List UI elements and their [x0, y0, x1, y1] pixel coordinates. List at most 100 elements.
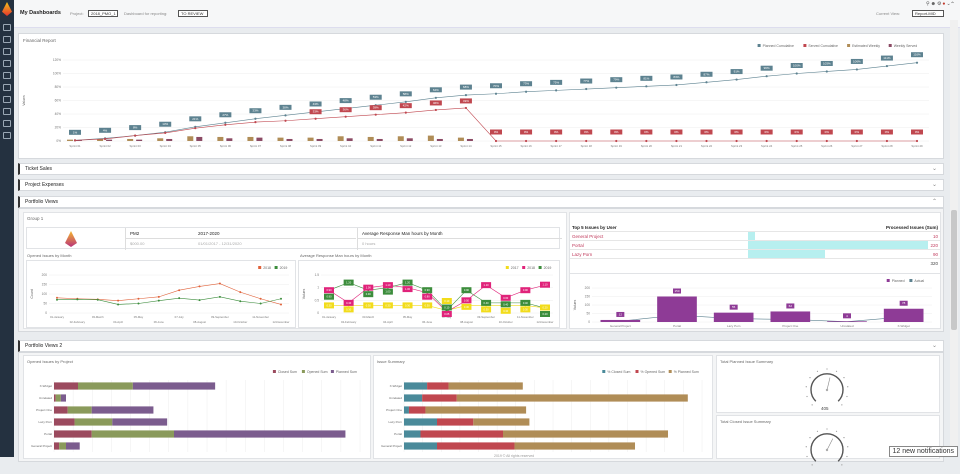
- x-tick-label: Sprint 29: [911, 144, 923, 148]
- bar-segment: [54, 430, 92, 438]
- calendar-icon[interactable]: [3, 108, 11, 115]
- dashboard-label: Dashboard for reporting:: [124, 11, 168, 16]
- point: [73, 139, 77, 142]
- y-axis-label: Values: [573, 300, 577, 311]
- x-tick-label: Sprint 24: [761, 144, 773, 148]
- dashboard-select[interactable]: TO REVIEW: [178, 10, 208, 17]
- chevron-down-icon[interactable]: ⌄: [931, 166, 937, 172]
- data-label: 64%: [433, 88, 439, 92]
- financial-chart: 0% 20% 40% 60% 80% 100% 120% Values Weekly Serve…: [22, 44, 929, 148]
- x-tick-label: X-Widget: [897, 324, 910, 328]
- search-icon[interactable]: ⚲: [926, 1, 931, 7]
- opened-issues-title: Opened Issues by Month: [27, 253, 72, 258]
- section-portfolio-views-2[interactable]: Portfolio Views 2 ⌄: [18, 340, 944, 352]
- point: [735, 139, 738, 143]
- data-label-bg: [790, 129, 803, 135]
- point: [494, 92, 498, 95]
- avatar-icon[interactable]: ●: [942, 1, 947, 7]
- chevron-up-icon[interactable]: ⌃: [931, 199, 937, 205]
- x-tick-label: Sprint 04: [160, 144, 172, 148]
- user-name[interactable]: Lazy Porn: [572, 252, 593, 257]
- legend-swatch: [274, 266, 278, 269]
- page-scrollbar[interactable]: [950, 20, 958, 457]
- bar-segment: [427, 382, 449, 390]
- data-label-bg: [459, 98, 472, 104]
- bar-segment: [404, 418, 438, 426]
- y-tick-label: 150: [42, 283, 48, 287]
- current-view-select[interactable]: Report-MID: [912, 10, 944, 17]
- legend-swatch: [301, 370, 305, 373]
- table-row[interactable]: Lazy Porn 90: [570, 250, 940, 259]
- response-title: Average Response Man hours by Month: [300, 253, 372, 258]
- section-project-expenses[interactable]: Project Expenses ⌄: [18, 179, 944, 191]
- bar-segment: [54, 418, 75, 426]
- x-tick-label: 08-August: [193, 320, 206, 324]
- x-tick-label: 03-March: [92, 315, 104, 319]
- gauge-tick: [811, 464, 813, 466]
- list-icon[interactable]: [3, 84, 11, 91]
- chart-icon[interactable]: [3, 60, 11, 67]
- point: [239, 300, 242, 303]
- gauge-tick: [841, 404, 843, 406]
- x-tick-label: Sprint 13: [430, 144, 442, 148]
- bar-weekly: [286, 138, 293, 141]
- point: [218, 295, 221, 298]
- section-portfolio-views[interactable]: Portfolio Views ⌃: [18, 196, 944, 208]
- grid-icon[interactable]: [3, 48, 11, 55]
- gauge-hub: [825, 448, 829, 452]
- data-label: 0.10: [444, 306, 450, 310]
- section-ticket-sales[interactable]: Ticket Sales ⌄: [18, 163, 944, 175]
- x-tick-label: 04-April: [383, 320, 393, 324]
- data-label: 0.40: [523, 301, 529, 305]
- project-select[interactable]: 2018_PMO_1: [88, 10, 118, 17]
- report-icon[interactable]: [3, 120, 11, 127]
- data-label-bg: [249, 108, 262, 114]
- data-label-bg: [490, 129, 502, 135]
- data-label: 1.10: [542, 283, 548, 287]
- table-row[interactable]: General Project 10: [570, 232, 940, 241]
- home-icon[interactable]: [3, 24, 11, 31]
- point: [464, 94, 468, 97]
- data-label-bg: [309, 109, 322, 115]
- point: [825, 139, 828, 143]
- point: [259, 302, 262, 305]
- gauge: [805, 368, 849, 406]
- data-label: 91%: [734, 70, 740, 74]
- data-label-bg: [399, 103, 412, 109]
- notification-toast[interactable]: 12 new notifications: [888, 446, 958, 457]
- data-label-bg: [459, 84, 472, 90]
- collapse-up-icon[interactable]: ⌃: [950, 2, 956, 8]
- chevron-down-icon[interactable]: ⌄: [931, 343, 937, 349]
- gauge-tick: [805, 446, 807, 448]
- data-label: 0%: [764, 130, 769, 134]
- gear-icon[interactable]: ⚙: [936, 1, 943, 7]
- chevron-down-icon[interactable]: ⌄: [931, 182, 937, 188]
- point: [524, 90, 528, 93]
- data-label-bg: [343, 279, 354, 286]
- users-icon[interactable]: [3, 132, 11, 139]
- data-label: 53%: [373, 95, 379, 99]
- chart-title: Opened Issues by Project: [27, 359, 73, 364]
- y-tick-label: 50: [43, 302, 47, 306]
- table-row[interactable]: Portal 220: [570, 241, 940, 250]
- x-tick-label: 01-January: [50, 315, 65, 319]
- bar-estimated: [427, 135, 434, 141]
- response-chart: 0 0.5 1 1.5 Values 2019 2018 2017 01-January 02-F…: [298, 260, 560, 328]
- users-icon[interactable]: ☻: [930, 1, 937, 7]
- user-name[interactable]: Portal: [572, 243, 584, 248]
- gauge-tick: [826, 368, 828, 370]
- code-value: $000.00: [130, 241, 145, 246]
- data-label-bg: [481, 282, 492, 289]
- hierarchy-icon[interactable]: [3, 36, 11, 43]
- user-name[interactable]: General Project: [572, 234, 604, 239]
- y-tick-label: Portal: [394, 432, 402, 436]
- point: [134, 134, 137, 137]
- point: [254, 121, 257, 124]
- chevron-down-icon[interactable]: ⌄: [946, 1, 952, 7]
- document-icon[interactable]: [3, 72, 11, 79]
- data-label: 1.00: [405, 287, 411, 291]
- bar: [827, 321, 867, 322]
- bar-segment: [54, 394, 56, 402]
- project-label: Project:: [70, 11, 84, 16]
- download-icon[interactable]: [3, 96, 11, 103]
